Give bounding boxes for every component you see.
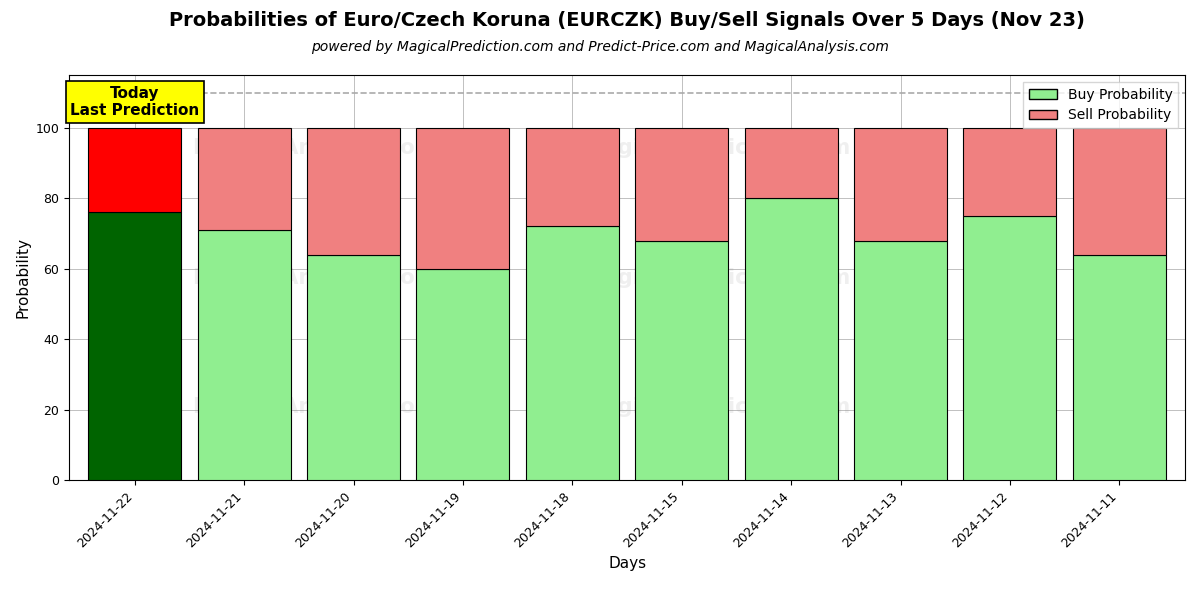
Bar: [307, 254, 400, 480]
Bar: [964, 128, 1056, 216]
Bar: [635, 241, 728, 480]
Bar: [1073, 254, 1166, 480]
Bar: [89, 212, 181, 480]
Bar: [416, 128, 510, 269]
Bar: [854, 241, 947, 480]
Text: MagicalPrediction.com: MagicalPrediction.com: [583, 268, 850, 287]
Bar: [307, 128, 400, 254]
Bar: [198, 230, 290, 480]
Text: MagicalAnalysis.com: MagicalAnalysis.com: [192, 397, 437, 417]
Bar: [745, 128, 838, 198]
Text: MagicalPrediction.com: MagicalPrediction.com: [583, 397, 850, 417]
Bar: [526, 128, 619, 226]
Bar: [1073, 128, 1166, 254]
Text: MagicalPrediction.com: MagicalPrediction.com: [583, 138, 850, 158]
Legend: Buy Probability, Sell Probability: Buy Probability, Sell Probability: [1024, 82, 1178, 128]
Title: Probabilities of Euro/Czech Koruna (EURCZK) Buy/Sell Signals Over 5 Days (Nov 23: Probabilities of Euro/Czech Koruna (EURC…: [169, 11, 1085, 31]
Bar: [964, 216, 1056, 480]
Bar: [89, 128, 181, 212]
Text: MagicalAnalysis.com: MagicalAnalysis.com: [192, 268, 437, 287]
Text: Today
Last Prediction: Today Last Prediction: [70, 86, 199, 118]
Bar: [526, 226, 619, 480]
Bar: [745, 198, 838, 480]
X-axis label: Days: Days: [608, 556, 646, 571]
Bar: [416, 269, 510, 480]
Y-axis label: Probability: Probability: [16, 237, 30, 318]
Text: powered by MagicalPrediction.com and Predict-Price.com and MagicalAnalysis.com: powered by MagicalPrediction.com and Pre…: [311, 40, 889, 54]
Bar: [198, 128, 290, 230]
Text: MagicalAnalysis.com: MagicalAnalysis.com: [192, 138, 437, 158]
Bar: [854, 128, 947, 241]
Bar: [635, 128, 728, 241]
